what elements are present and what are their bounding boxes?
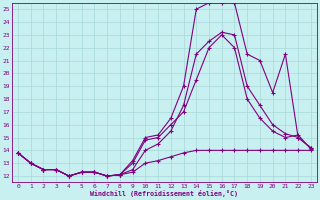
X-axis label: Windchill (Refroidissement éolien,°C): Windchill (Refroidissement éolien,°C) [91, 190, 238, 197]
